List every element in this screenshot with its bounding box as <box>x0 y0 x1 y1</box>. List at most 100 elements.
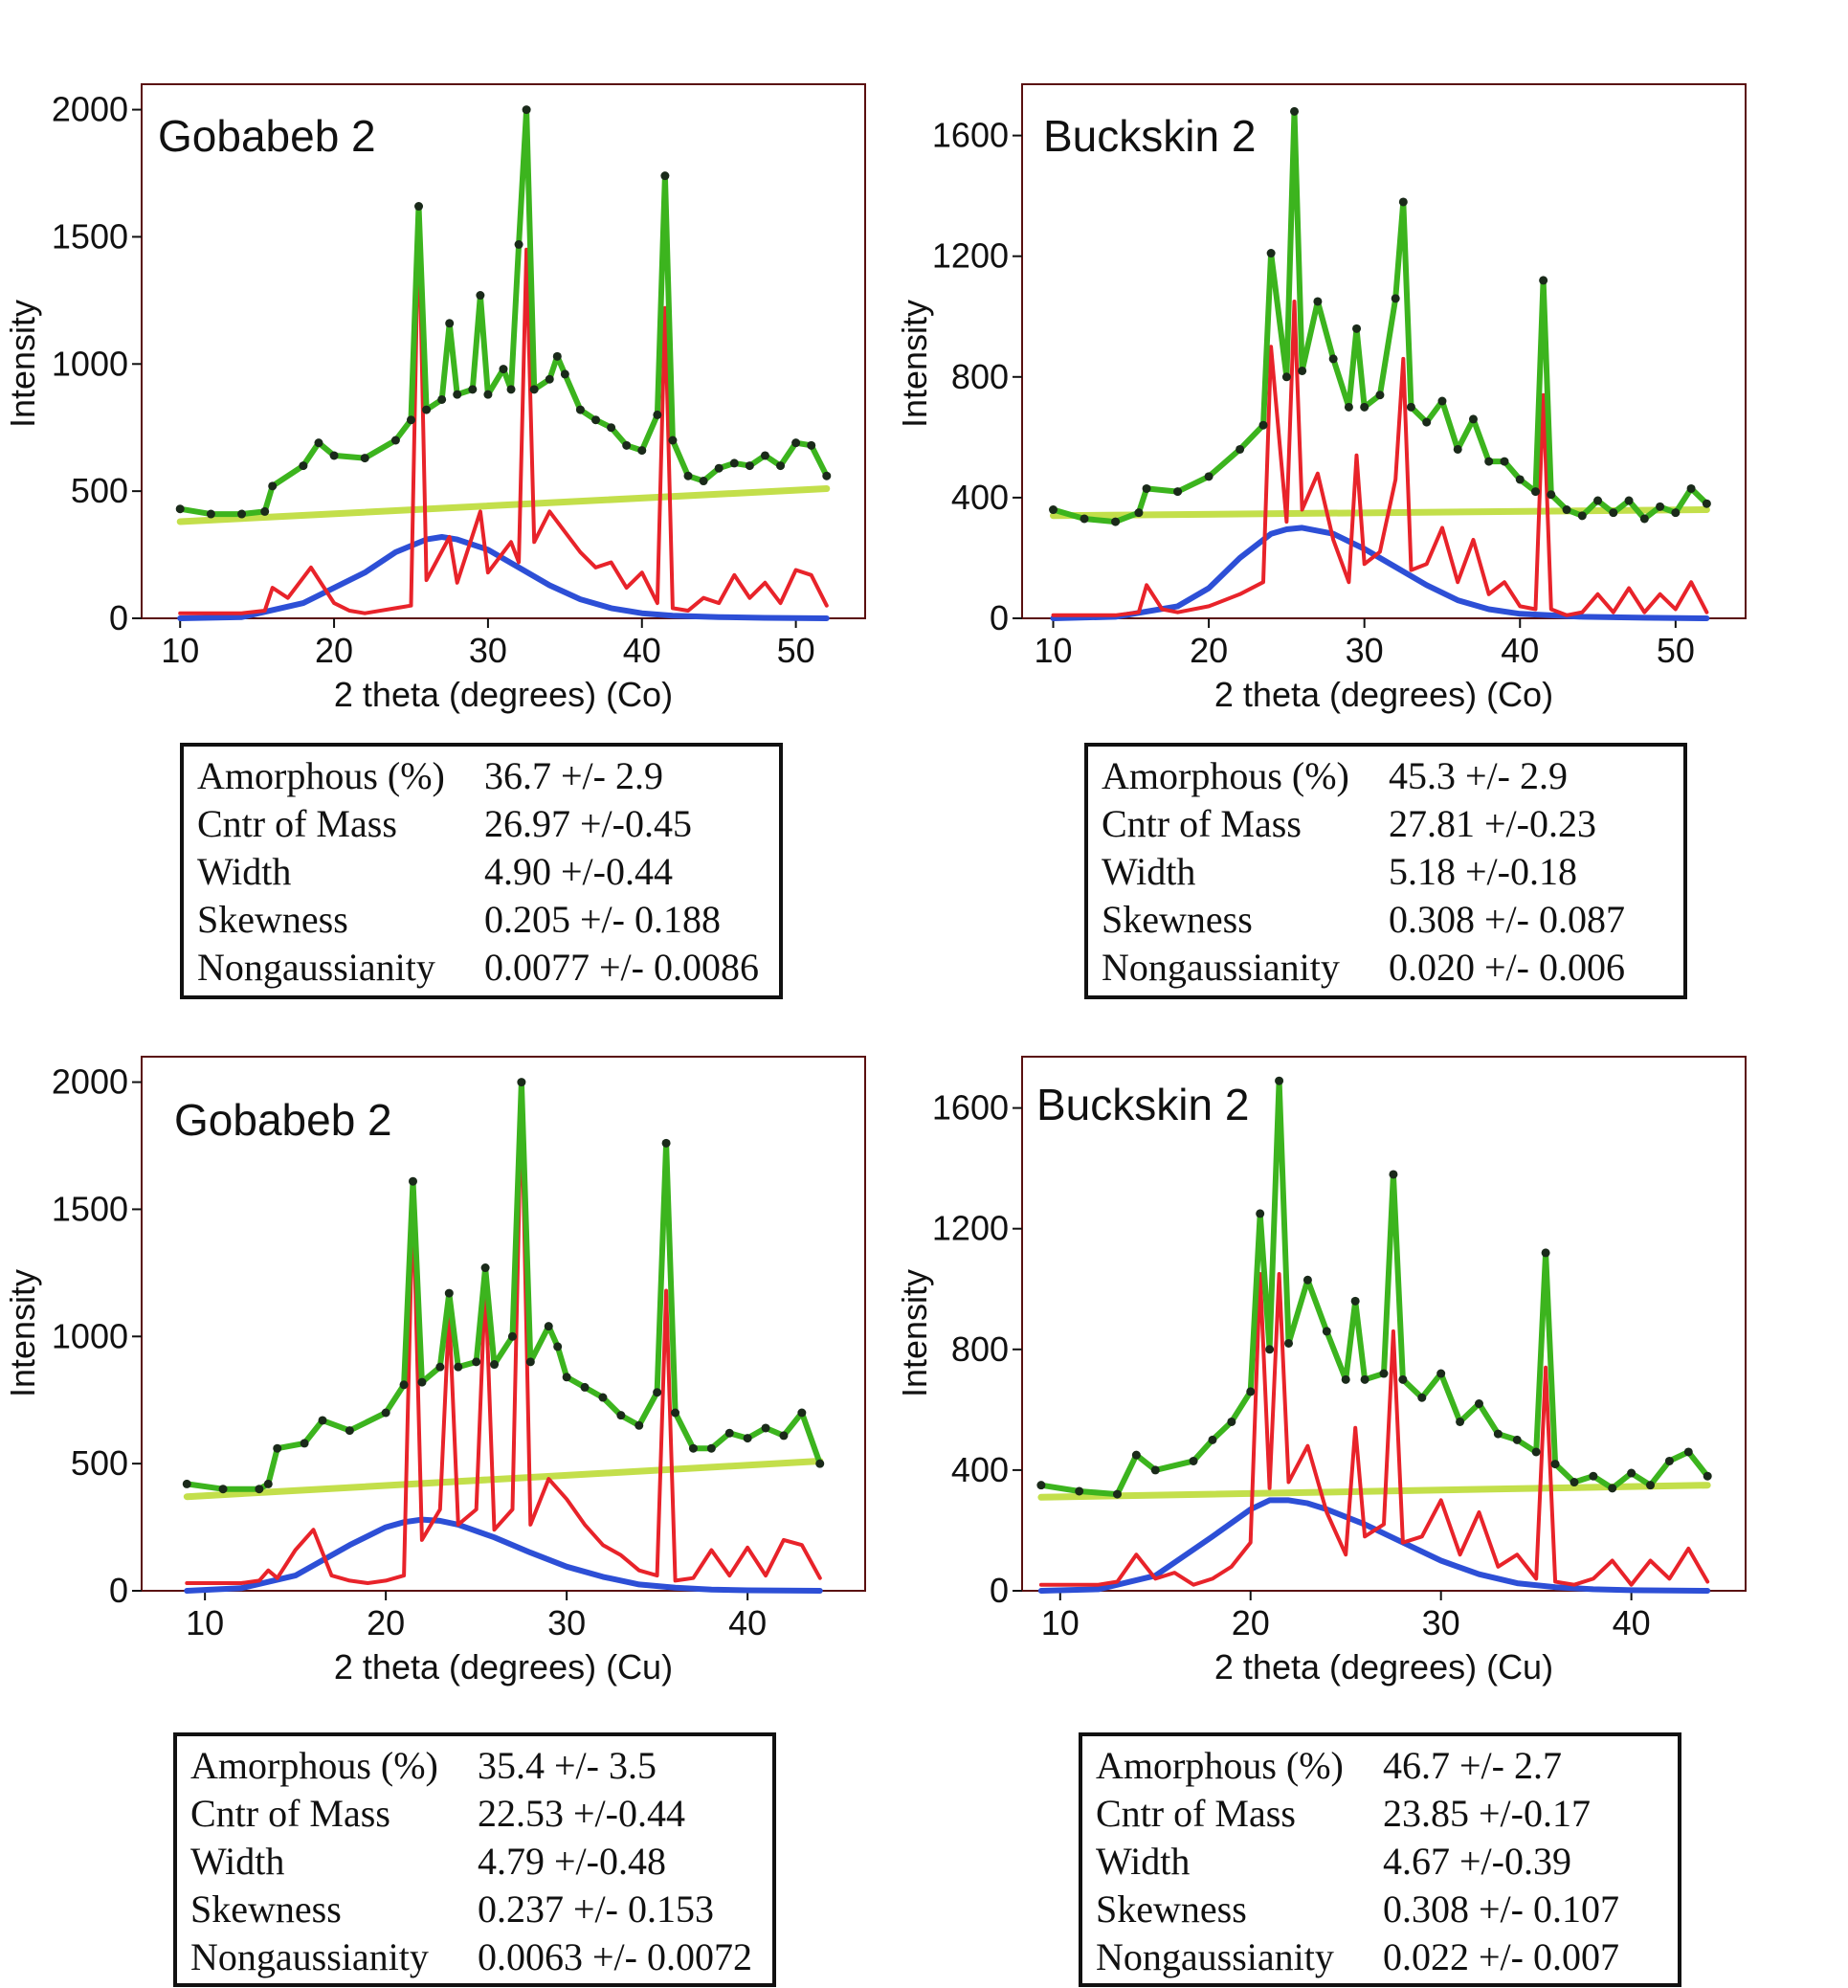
stats-row: Skewness 0.308 +/- 0.087 <box>1102 896 1670 944</box>
data-point <box>1246 1387 1256 1396</box>
stats-label: Skewness <box>190 1887 342 1931</box>
stats-value: 4.67 +/-0.39 <box>1383 1840 1571 1883</box>
data-point <box>635 1420 644 1430</box>
chart-panel: 0 400 800 1200 1600 10 20 30 40 2 theta (degrees)… <box>895 1056 1747 1686</box>
x-tick-label: 30 <box>1422 1603 1460 1642</box>
data-point <box>688 1443 698 1453</box>
stats-label: Skewness <box>1096 1887 1247 1931</box>
stats-box-buckskin-cu: Amorphous (%) 46.7 +/- 2.7 Cntr of Mass 23… <box>1079 1732 1681 1987</box>
data-point <box>329 451 339 460</box>
x-tick-label: 50 <box>1657 631 1695 670</box>
y-tick-label: 1500 <box>52 1189 128 1228</box>
stats-label: Amorphous (%) <box>190 1744 438 1787</box>
x-tick-label: 30 <box>1346 631 1384 670</box>
y-tick-label: 1000 <box>52 1316 128 1355</box>
data-point <box>1547 490 1556 500</box>
chart-panel: 0 500 1000 1500 2000 10 20 30 40 2 theta (degrees… <box>3 1056 866 1686</box>
data-point <box>1686 483 1696 493</box>
data-point <box>683 471 693 480</box>
y-tick-label: 1500 <box>52 216 128 256</box>
stats-label: Width <box>1096 1840 1191 1883</box>
data-point <box>1375 391 1385 400</box>
data-point <box>706 1443 716 1453</box>
data-point <box>445 319 455 328</box>
data-point <box>206 509 215 519</box>
stats-label: Cntr of Mass <box>190 1792 390 1835</box>
data-point <box>1474 1399 1483 1409</box>
plot-frame <box>141 1056 866 1592</box>
data-point <box>1344 402 1353 412</box>
stats-value: 4.90 +/-0.44 <box>484 850 673 893</box>
data-point <box>1664 1456 1674 1465</box>
x-tick-label: 10 <box>1041 1603 1080 1642</box>
data-point <box>1266 249 1276 258</box>
stats-label: Nongaussianity <box>1102 946 1340 989</box>
y-tick-label: 0 <box>109 598 128 637</box>
data-point <box>1515 475 1525 484</box>
data-point <box>476 291 485 301</box>
data-point <box>591 415 601 425</box>
data-point <box>1112 1489 1122 1499</box>
data-point <box>454 1362 463 1372</box>
y-tick-label: 1200 <box>932 1209 1009 1248</box>
y-axis-label: Intensity <box>895 300 934 428</box>
stats-label: Amorphous (%) <box>1096 1744 1344 1787</box>
data-point <box>622 440 632 450</box>
chart-title: Buckskin 2 <box>1043 111 1256 161</box>
data-point <box>544 1322 553 1331</box>
data-point <box>1049 505 1058 515</box>
series-crystalline <box>1038 1272 1710 1587</box>
data-point <box>1303 1275 1312 1284</box>
chart-title: Buckskin 2 <box>1036 1080 1249 1129</box>
stats-label: Amorphous (%) <box>197 754 445 797</box>
data-point <box>1350 1296 1360 1306</box>
data-point <box>562 1373 571 1382</box>
data-point <box>560 369 569 379</box>
stats-row: Cntr of Mass 23.85 +/-0.17 <box>1096 1790 1664 1838</box>
y-tick-label: 400 <box>951 478 1009 517</box>
x-axis-label: 2 theta (degrees) (Co) <box>1214 675 1553 714</box>
x-tick-label: 50 <box>777 631 815 670</box>
stats-box-gobabeb-co: Amorphous (%) 36.7 +/- 2.9 Cntr of Mass 26… <box>180 743 783 999</box>
data-point <box>1593 496 1603 505</box>
y-tick-label: 1600 <box>932 1088 1009 1128</box>
plot-frame <box>1021 1056 1747 1592</box>
data-point <box>1550 1460 1560 1469</box>
data-point <box>406 415 415 425</box>
data-point <box>1531 1447 1541 1457</box>
stats-value: 0.022 +/- 0.007 <box>1383 1935 1619 1978</box>
data-point <box>314 438 323 448</box>
data-point <box>1189 1456 1198 1465</box>
stats-value: 0.237 +/- 0.153 <box>478 1887 714 1931</box>
stats-value: 0.308 +/- 0.107 <box>1383 1887 1619 1931</box>
stats-label: Width <box>197 850 292 893</box>
stats-value: 0.0063 +/- 0.0072 <box>478 1935 752 1978</box>
stats-row: Nongaussianity 0.0077 +/- 0.0086 <box>197 944 766 992</box>
data-point <box>776 461 786 471</box>
data-point <box>1500 457 1509 466</box>
data-point <box>390 436 400 445</box>
data-point <box>660 171 670 181</box>
data-point <box>514 239 523 249</box>
data-point <box>522 105 531 115</box>
data-point <box>260 506 270 516</box>
data-point <box>480 1263 490 1273</box>
data-point <box>1290 106 1300 116</box>
data-point <box>381 1408 390 1418</box>
data-point <box>668 436 678 445</box>
stats-label: Skewness <box>1102 898 1253 941</box>
data-point <box>616 1411 626 1420</box>
data-point <box>1208 1435 1217 1444</box>
stats-label: Width <box>1102 850 1196 893</box>
stats-value: 0.0077 +/- 0.0086 <box>484 946 759 989</box>
data-point <box>517 1078 526 1087</box>
data-point <box>1646 1481 1656 1490</box>
data-point <box>299 461 308 471</box>
data-point <box>1541 1248 1550 1258</box>
y-tick-label: 500 <box>71 1443 128 1483</box>
data-point <box>182 1479 191 1488</box>
chart-title: Gobabeb 2 <box>174 1095 392 1145</box>
data-point <box>1281 372 1291 382</box>
data-point <box>273 1443 282 1453</box>
stats-value: 27.81 +/-0.23 <box>1389 802 1596 845</box>
